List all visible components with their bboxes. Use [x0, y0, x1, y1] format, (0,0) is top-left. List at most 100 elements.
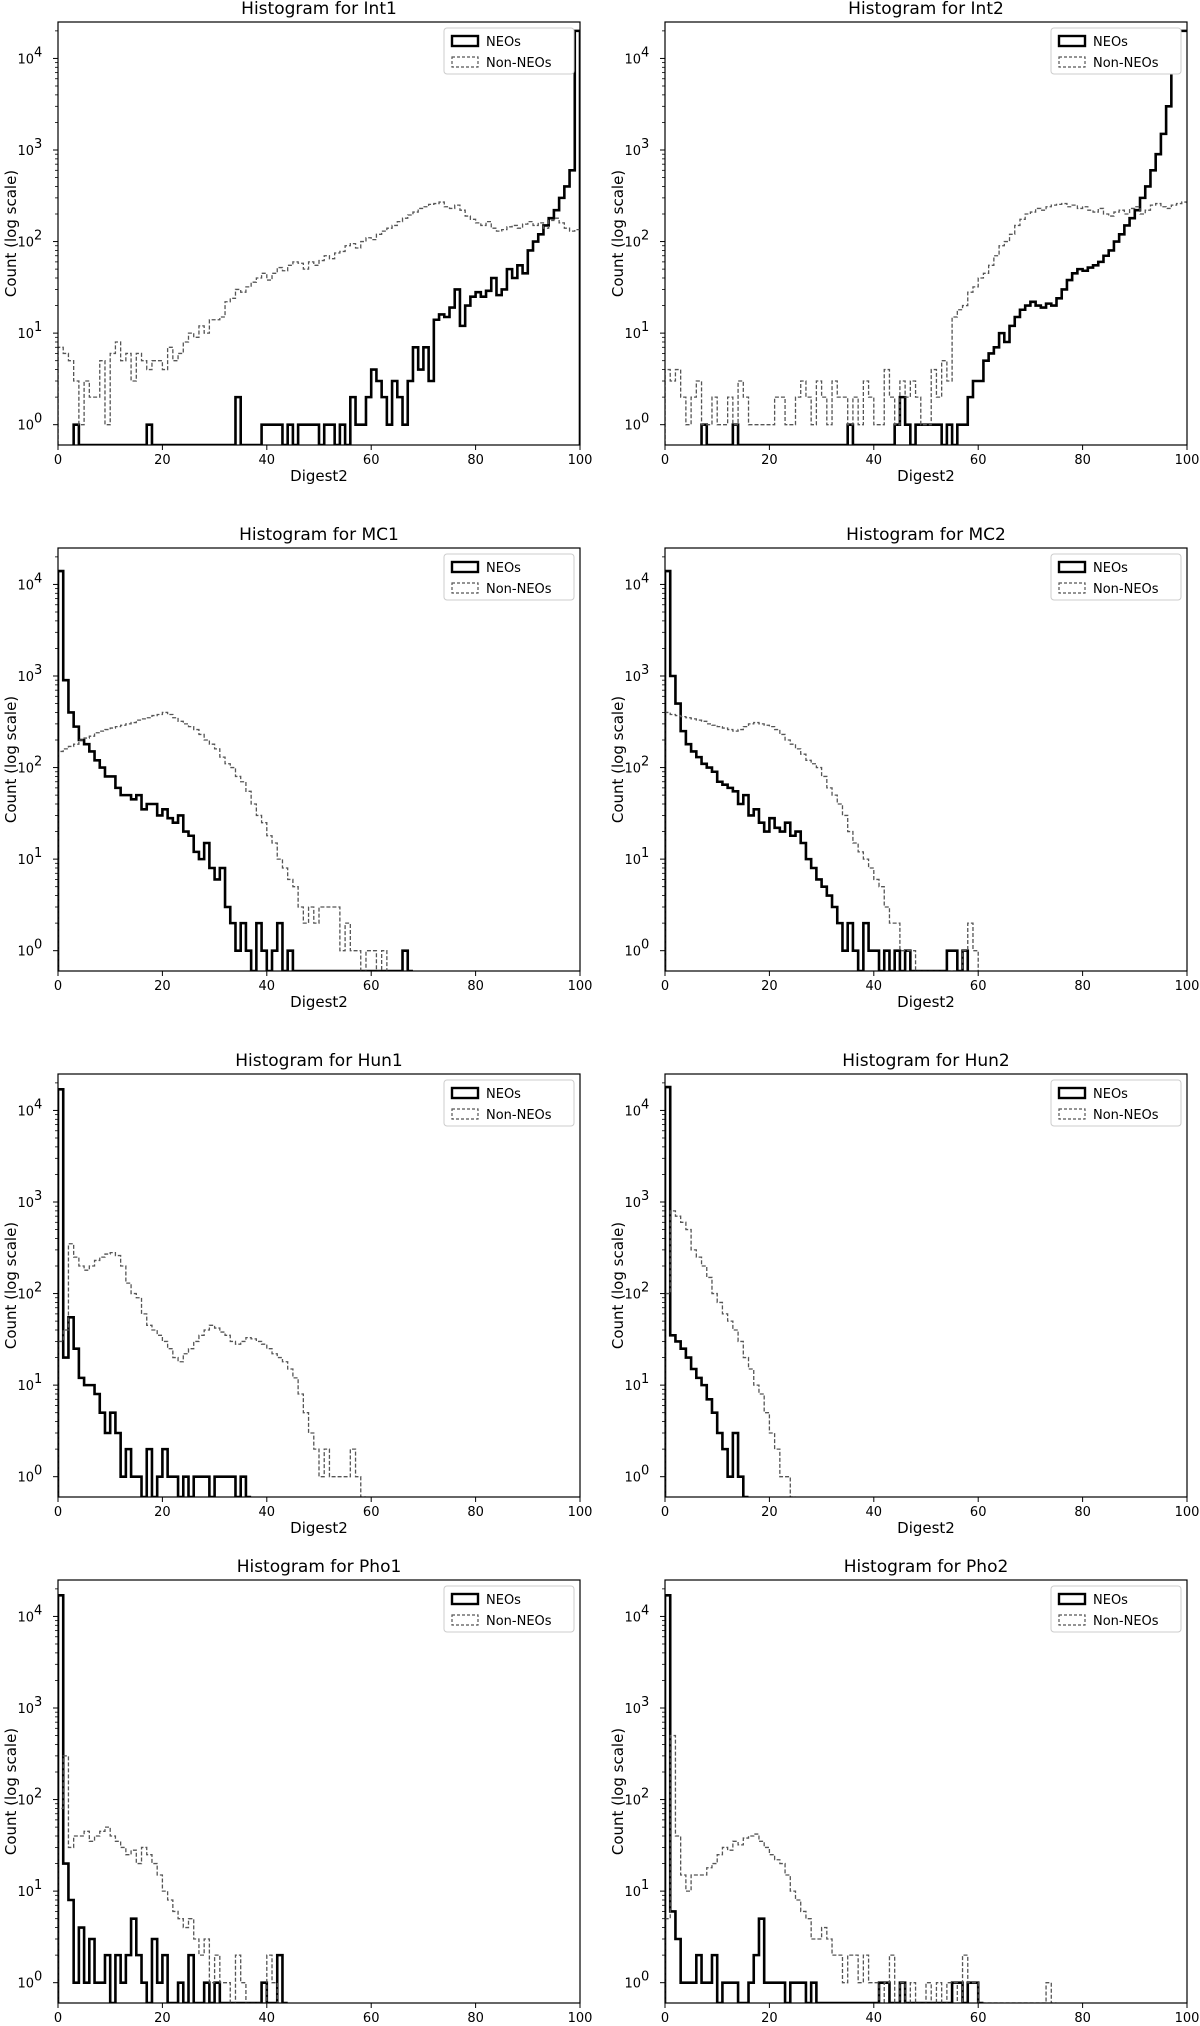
- x-tick-label: 40: [866, 979, 883, 994]
- legend-label: NEOs: [486, 561, 521, 576]
- series-non-neos: [665, 711, 979, 971]
- y-tick-exponent: 2: [641, 1281, 649, 1296]
- y-tick-label: 10: [17, 419, 34, 434]
- x-tick-label: 80: [467, 453, 484, 468]
- series-non-neos: [665, 1734, 1057, 2003]
- x-tick-label: 60: [363, 1505, 380, 1520]
- x-tick-label: 20: [154, 1505, 171, 1520]
- plot-frame: [57, 1579, 581, 2004]
- y-tick-exponent: 4: [641, 1097, 649, 1112]
- x-axis-label: Digest2: [897, 1519, 955, 1537]
- y-tick-exponent: 2: [34, 1787, 42, 1802]
- x-axis-label: Digest2: [290, 467, 348, 485]
- x-tick-label: 0: [54, 2011, 62, 2026]
- x-tick-label: 60: [363, 453, 380, 468]
- y-tick-label: 10: [17, 1196, 34, 1211]
- x-tick-label: 20: [154, 979, 171, 994]
- legend-label: Non-NEOs: [1093, 1614, 1159, 1629]
- legend-swatch-neos: [450, 1592, 480, 1606]
- chart-title: Histogram for MC2: [846, 525, 1006, 545]
- y-tick-exponent: 0: [641, 1464, 649, 1479]
- x-tick-label: 0: [54, 979, 62, 994]
- x-tick-label: 100: [568, 979, 593, 994]
- y-tick-label: 10: [624, 144, 641, 159]
- y-tick-exponent: 0: [34, 1970, 42, 1985]
- y-tick-exponent: 4: [34, 1603, 42, 1618]
- y-tick-label: 10: [624, 945, 641, 960]
- chart-title: Histogram for Int2: [848, 0, 1004, 19]
- x-tick-label: 0: [661, 1505, 669, 1520]
- plot-frame: [57, 21, 581, 446]
- legend: NEOs Non-NEOs: [1050, 553, 1182, 601]
- x-tick-label: 60: [970, 1505, 987, 1520]
- legend-box: [1050, 1585, 1182, 1633]
- y-tick-label: 10: [624, 1977, 641, 1992]
- legend-label: Non-NEOs: [1093, 582, 1159, 597]
- y-tick-exponent: 1: [641, 1372, 649, 1387]
- y-tick-exponent: 4: [34, 45, 42, 60]
- series-non-neos: [58, 1755, 283, 2003]
- x-tick-label: 100: [568, 453, 593, 468]
- x-tick-label: 80: [467, 1505, 484, 1520]
- x-tick-label: 20: [154, 453, 171, 468]
- y-tick-exponent: 2: [641, 1787, 649, 1802]
- y-tick-exponent: 3: [641, 137, 649, 152]
- y-tick-exponent: 2: [641, 755, 649, 770]
- y-tick-exponent: 0: [34, 1464, 42, 1479]
- chart-title: Histogram for Pho2: [844, 1557, 1009, 1577]
- plot-frame: [57, 547, 581, 972]
- legend: NEOs Non-NEOs: [443, 27, 575, 75]
- y-tick-label: 10: [624, 1379, 641, 1394]
- x-tick-label: 100: [568, 1505, 593, 1520]
- legend: NEOs Non-NEOs: [1050, 27, 1182, 75]
- legend: NEOs Non-NEOs: [1050, 1079, 1182, 1127]
- x-tick-label: 60: [363, 2011, 380, 2026]
- legend-swatch-non-neos: [451, 1614, 479, 1626]
- series-neos: [700, 29, 1187, 445]
- legend-label: NEOs: [1093, 561, 1128, 576]
- y-tick-label: 10: [624, 1794, 641, 1809]
- plot-frame: [664, 1073, 1188, 1498]
- legend-box: [1050, 553, 1182, 601]
- y-tick-exponent: 3: [641, 663, 649, 678]
- series-neos: [665, 1594, 984, 2003]
- x-tick-label: 80: [1074, 453, 1091, 468]
- y-tick-label: 10: [624, 327, 641, 342]
- y-tick-label: 10: [624, 1610, 641, 1625]
- legend-swatch-neos: [450, 34, 480, 48]
- series-neos: [665, 569, 970, 971]
- chart-title: Histogram for Int1: [241, 0, 397, 19]
- x-tick-label: 0: [54, 453, 62, 468]
- y-tick-label: 10: [17, 1610, 34, 1625]
- y-tick-exponent: 3: [34, 1695, 42, 1710]
- y-tick-exponent: 4: [34, 571, 42, 586]
- chart-title: Histogram for Pho1: [237, 1557, 402, 1577]
- x-tick-label: 60: [363, 979, 380, 994]
- y-tick-label: 10: [624, 853, 641, 868]
- y-tick-label: 10: [17, 578, 34, 593]
- legend: NEOs Non-NEOs: [443, 553, 575, 601]
- y-tick-label: 10: [17, 1702, 34, 1717]
- y-tick-exponent: 3: [641, 1695, 649, 1710]
- y-tick-label: 10: [17, 853, 34, 868]
- y-tick-label: 10: [624, 670, 641, 685]
- y-tick-exponent: 1: [34, 320, 42, 335]
- x-axis-label: Digest2: [290, 1519, 348, 1537]
- legend-label: Non-NEOs: [486, 56, 552, 71]
- series-non-neos: [58, 1243, 366, 1497]
- legend-swatch-non-neos: [451, 582, 479, 594]
- y-axis-label: Count (log scale): [2, 170, 20, 297]
- x-tick-label: 40: [259, 1505, 276, 1520]
- x-axis-label: Digest2: [290, 993, 348, 1011]
- y-tick-exponent: 1: [34, 1372, 42, 1387]
- legend-swatch-non-neos: [451, 56, 479, 68]
- x-tick-label: 20: [761, 979, 778, 994]
